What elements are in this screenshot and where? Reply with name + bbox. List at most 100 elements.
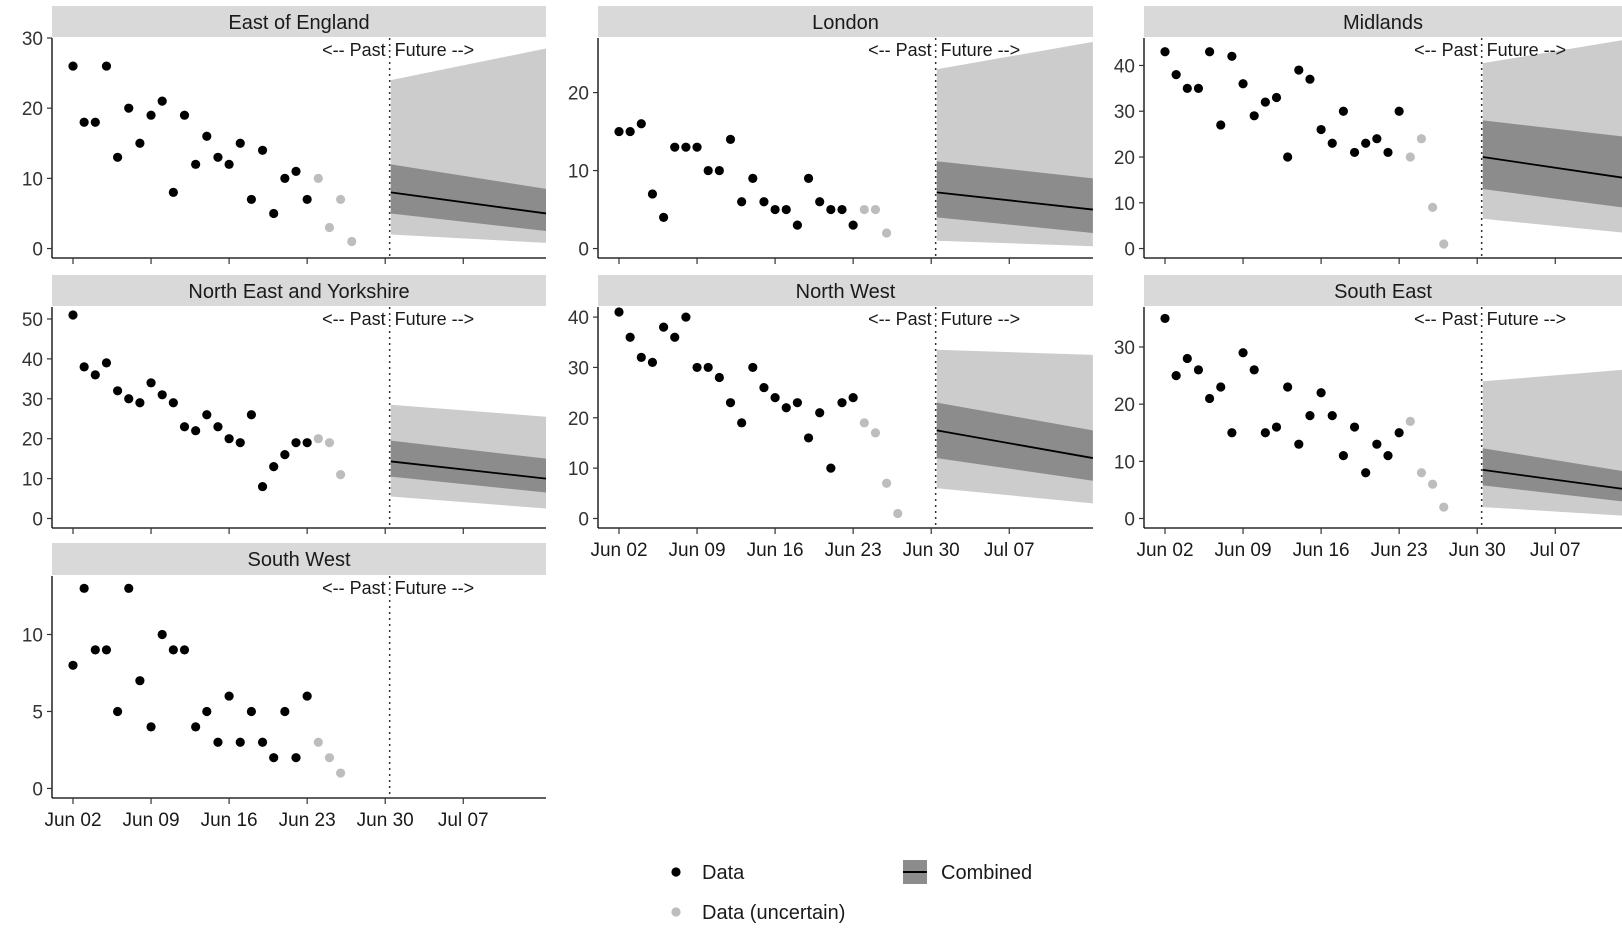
y-tick-label: 40 [568,308,589,329]
forecast-inner-band [390,440,546,493]
x-tick-label: Jul 07 [984,540,1035,561]
data-point [202,131,212,141]
data-point [1160,47,1170,57]
data-point [113,706,123,717]
future-label: Future --> [1487,309,1567,329]
data-point [848,393,858,403]
data-point [826,463,836,473]
future-label: Future --> [941,309,1021,329]
uncertain-data-point [324,753,335,763]
y-tick-label: 5 [32,702,43,723]
data-point [1216,382,1226,392]
y-tick-label: 30 [22,390,43,411]
data-point [135,676,145,686]
legend: Data Data (uncertain) Combined [671,860,1032,924]
data-point [670,332,680,342]
legend-uncertain-marker [671,907,681,917]
data-point [770,204,780,215]
data-point [737,197,747,207]
data-point [681,142,691,152]
uncertain-data-point [1439,239,1449,249]
data-point [1338,106,1348,116]
data-point [235,138,245,148]
past-label: <-- Past [322,40,386,60]
data-point [625,126,635,137]
data-point [246,410,256,420]
past-label: <-- Past [868,309,932,329]
data-point [848,220,858,230]
data-point [269,208,279,219]
data-point [191,159,201,169]
past-label: <-- Past [322,578,386,598]
forecast-median-line [1482,156,1622,179]
data-point [803,173,814,183]
y-tick-label: 10 [22,470,43,491]
data-point [101,358,112,368]
uncertain-data-point [313,737,323,747]
facet-strip [598,6,1093,37]
x-tick-label: Jun 23 [825,540,882,561]
data-point [168,398,178,408]
future-label: Future --> [395,309,475,329]
data-point [714,165,724,176]
y-tick-label: 50 [22,310,43,331]
data-point [135,138,145,148]
data-point [302,438,312,448]
data-point [1327,138,1337,148]
forecast-inner-band [390,164,546,231]
data-point [614,307,624,317]
data-point [302,691,312,701]
data-point [291,166,301,176]
data-point [280,706,290,717]
data-point [1338,451,1348,461]
facet-strip [1144,6,1622,37]
data-point [269,753,279,763]
data-point [1216,120,1226,130]
data-point [1249,365,1259,375]
facet-strip [598,275,1093,306]
forecast-inner-band [936,161,1093,233]
data-point [79,362,89,372]
uncertain-data-point [859,204,869,215]
facet-title: South West [247,549,350,571]
data-point [781,204,791,215]
data-point [269,462,279,472]
data-point [692,362,702,373]
uncertain-data-point [870,204,881,215]
data-point [1249,111,1259,121]
data-point [280,450,290,460]
x-tick-label: Jun 16 [747,540,804,561]
panel-4: North East and Yorkshire 0 10 20 30 40 50 <-- P… [22,275,547,534]
data-point [625,332,635,342]
x-tick-label: Jun 23 [1371,540,1428,561]
data-point [725,134,736,144]
y-tick-label: 40 [1114,56,1135,77]
data-point [146,378,156,388]
data-point [770,393,780,403]
data-point [1171,70,1181,80]
data-point [213,737,223,747]
x-tick-label: Jun 09 [669,540,726,561]
data-point [202,410,212,420]
forecast-inner-band [936,402,1093,481]
data-point [257,145,268,155]
data-point [1372,439,1382,449]
uncertain-data-point [893,508,903,519]
uncertain-data-point [313,434,323,444]
facet-strip [52,6,546,37]
y-tick-label: 0 [32,509,43,530]
panel-2: London 0 10 20 <-- Past Future --> [568,6,1093,264]
data-point [79,117,89,127]
data-point [257,737,268,747]
data-point [692,142,702,152]
past-label: <-- Past [1414,309,1478,329]
data-point [135,398,145,408]
data-point [68,61,78,71]
data-point [826,204,836,215]
uncertain-data-point [336,470,346,480]
data-point [224,691,234,701]
data-point [1271,422,1282,432]
data-point [191,426,201,436]
y-tick-label: 30 [568,358,589,379]
